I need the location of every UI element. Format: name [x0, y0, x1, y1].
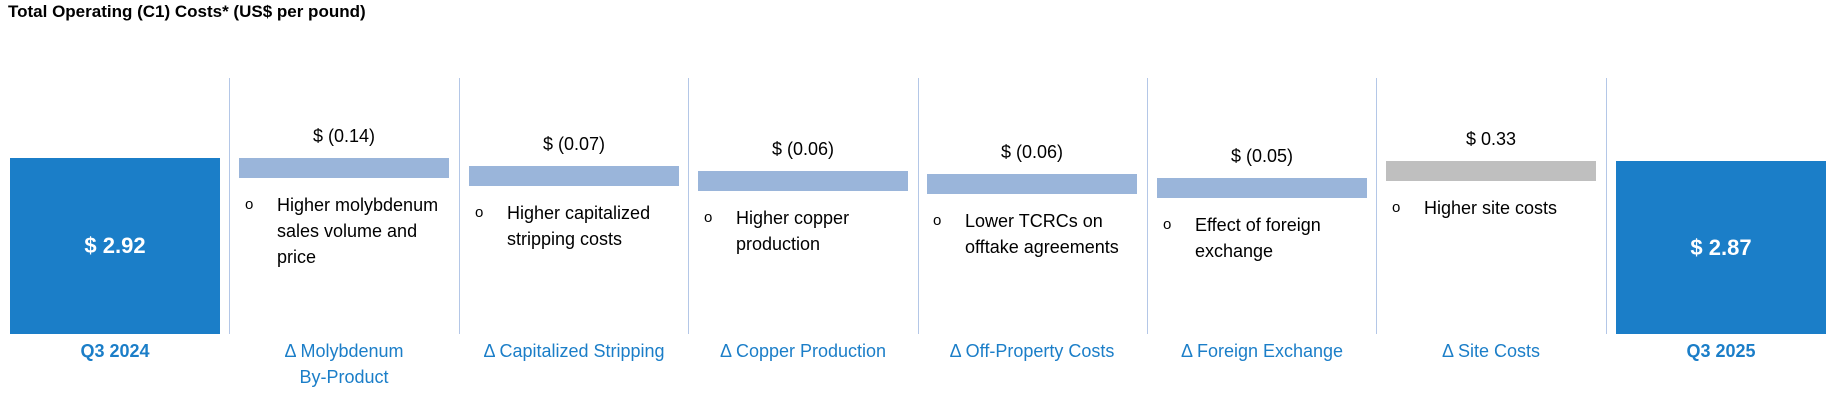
data-label-total: $ 2.92 [84, 233, 146, 258]
category-label-molybdenum: Δ Molybdenum By-Product [284, 341, 404, 387]
column-divider [688, 78, 689, 334]
note-text: Higher site costs [1424, 198, 1558, 218]
column-divider [918, 78, 919, 334]
note-text: Higher copper production [736, 208, 850, 254]
bullet-icon: o [1392, 199, 1401, 216]
data-label-stripping: $ (0.07) [542, 134, 606, 154]
note-text: Higher molybdenum sales volume and price [277, 195, 439, 267]
bar-molybdenum [239, 158, 449, 178]
category-label-foreign-exchange: Δ Foreign Exchange [1180, 341, 1344, 361]
data-label-foreign-exchange: $ (0.05) [1230, 146, 1294, 166]
bar-site-costs [1386, 161, 1596, 181]
bar-foreign-exchange [1157, 178, 1367, 198]
category-label-total-2025: Q3 2025 [1686, 341, 1756, 361]
bullet-icon: o [245, 196, 254, 213]
data-label-copper: $ (0.06) [771, 139, 835, 159]
bar-total-2025: $ 2.87 [1616, 161, 1826, 334]
column-divider [229, 78, 230, 334]
bullet-icon: o [933, 212, 942, 229]
category-label-copper: Δ Copper Production [719, 341, 887, 361]
bar-off-property [927, 174, 1137, 194]
column-divider [1606, 78, 1607, 334]
data-label-site-costs: $ 0.33 [1465, 129, 1517, 149]
bar-copper [698, 171, 908, 191]
category-label-off-property: Δ Off-Property Costs [949, 341, 1115, 361]
bullet-icon: o [1163, 216, 1172, 233]
category-label-stripping: Δ Capitalized Stripping [483, 341, 665, 361]
category-label-site-costs: Δ Site Costs [1441, 341, 1541, 361]
data-label-off-property: $ (0.06) [1000, 142, 1064, 162]
bullet-icon: o [475, 204, 484, 221]
bar-total: $ 2.92 [10, 158, 220, 334]
column-divider [1147, 78, 1148, 334]
data-label-total-2025: $ 2.87 [1690, 234, 1752, 260]
note-text: Lower TCRCs on offtake agreements [965, 211, 1119, 257]
column-divider [459, 78, 460, 334]
note-text: Effect of foreign exchange [1195, 215, 1321, 261]
bar-stripping [469, 166, 679, 186]
column-divider [1376, 78, 1377, 334]
note-text: Higher capitalized stripping costs [507, 203, 651, 249]
chart-title: Total Operating (C1) Costs* (US$ per pou… [8, 2, 366, 21]
bullet-icon: o [704, 209, 713, 226]
category-label-total: Q3 2024 [80, 341, 150, 361]
data-label-molybdenum: $ (0.14) [312, 126, 376, 146]
